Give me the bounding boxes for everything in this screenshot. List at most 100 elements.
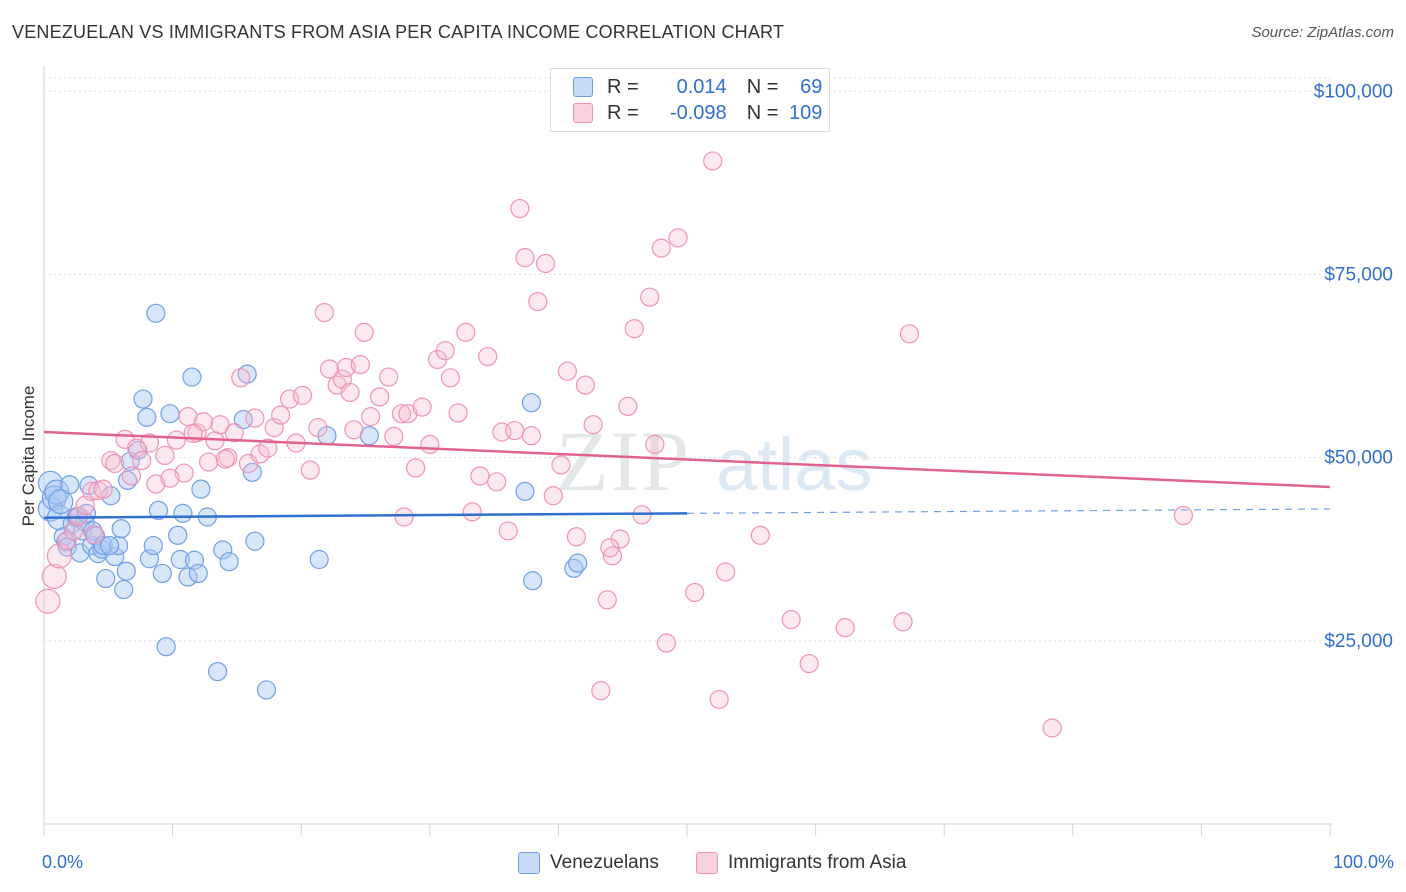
point-immigrants-asia bbox=[487, 472, 507, 492]
point-venezuelans bbox=[152, 563, 172, 584]
point-immigrants-asia bbox=[340, 382, 360, 403]
point-immigrants-asia bbox=[1173, 505, 1193, 526]
point-immigrants-asia bbox=[645, 434, 665, 455]
point-immigrants-asia bbox=[57, 530, 77, 551]
legend-label-immigrants-asia: Immigrants from Asia bbox=[728, 852, 907, 873]
point-venezuelans bbox=[111, 519, 131, 539]
point-immigrants-asia bbox=[651, 238, 671, 258]
point-immigrants-asia bbox=[470, 466, 490, 486]
point-immigrants-asia bbox=[300, 460, 320, 480]
r-value: 0.014 bbox=[676, 75, 727, 98]
point-immigrants-asia bbox=[685, 582, 705, 603]
y-tick-label: $25,000 bbox=[1324, 631, 1393, 652]
point-immigrants-asia bbox=[640, 287, 660, 307]
point-venezuelans bbox=[237, 364, 257, 384]
point-venezuelans bbox=[133, 389, 153, 409]
point-immigrants-asia bbox=[715, 562, 736, 582]
legend-row-immigrants-asia: R = -0.098 N = 109 bbox=[573, 100, 822, 126]
point-immigrants-asia bbox=[394, 507, 414, 527]
point-immigrants-asia bbox=[456, 322, 476, 342]
point-venezuelans bbox=[178, 567, 198, 587]
point-venezuelans bbox=[60, 475, 80, 495]
y-tick-label: $100,000 bbox=[1314, 81, 1393, 102]
point-immigrants-asia bbox=[781, 609, 801, 630]
point-venezuelans bbox=[114, 579, 134, 600]
point-immigrants-asia bbox=[344, 420, 364, 440]
point-immigrants-asia bbox=[224, 423, 244, 443]
point-immigrants-asia bbox=[835, 618, 855, 638]
point-immigrants-asia bbox=[155, 445, 175, 466]
point-venezuelans bbox=[137, 407, 157, 427]
watermark-zip: ZIP bbox=[556, 413, 691, 509]
point-immigrants-asia bbox=[245, 408, 265, 428]
point-venezuelans bbox=[168, 525, 188, 545]
point-venezuelans bbox=[188, 563, 208, 584]
point-immigrants-asia bbox=[354, 322, 374, 342]
point-immigrants-asia bbox=[292, 385, 313, 405]
r-label: R = bbox=[607, 75, 639, 98]
point-immigrants-asia bbox=[575, 375, 596, 395]
legend-swatch-pink bbox=[573, 103, 593, 123]
point-immigrants-asia bbox=[361, 407, 381, 427]
trend-line-immigrants-asia bbox=[43, 430, 1331, 489]
point-venezuelans bbox=[568, 553, 588, 573]
point-immigrants-asia bbox=[174, 463, 194, 483]
point-immigrants-asia bbox=[319, 359, 340, 379]
point-immigrants-asia bbox=[528, 291, 548, 312]
point-venezuelans bbox=[191, 479, 211, 499]
point-venezuelans bbox=[515, 481, 535, 501]
correlation-legend: R = 0.014 N = 69 R = -0.098 N = 109 bbox=[550, 68, 830, 132]
point-venezuelans bbox=[173, 503, 193, 523]
point-venezuelans bbox=[309, 549, 329, 570]
point-venezuelans bbox=[219, 552, 239, 572]
point-immigrants-asia bbox=[63, 521, 84, 541]
point-immigrants-asia bbox=[231, 368, 251, 388]
point-venezuelans bbox=[256, 680, 277, 700]
point-immigrants-asia bbox=[258, 438, 278, 458]
point-immigrants-asia bbox=[799, 653, 819, 674]
legend-label-venezuelans: Venezuelans bbox=[550, 852, 659, 873]
point-immigrants-asia bbox=[618, 396, 638, 416]
point-immigrants-asia bbox=[498, 521, 518, 541]
point-immigrants-asia bbox=[250, 444, 270, 464]
n-label: N = bbox=[746, 101, 779, 124]
point-venezuelans bbox=[105, 546, 125, 567]
point-immigrants-asia bbox=[93, 479, 113, 499]
point-venezuelans bbox=[245, 531, 265, 551]
y-axis-title: Per Capita Income bbox=[19, 385, 38, 527]
point-immigrants-asia bbox=[448, 403, 468, 423]
point-immigrants-asia bbox=[656, 633, 677, 653]
point-immigrants-asia bbox=[132, 450, 152, 471]
y-tick-label: $75,000 bbox=[1324, 264, 1393, 285]
point-immigrants-asia bbox=[139, 433, 160, 453]
r-value: -0.098 bbox=[669, 101, 727, 124]
point-immigrants-asia bbox=[591, 681, 611, 701]
point-immigrants-asia bbox=[126, 438, 147, 458]
point-immigrants-asia bbox=[515, 248, 535, 268]
point-venezuelans bbox=[48, 489, 74, 515]
point-immigrants-asia bbox=[435, 341, 455, 361]
point-venezuelans bbox=[208, 661, 228, 682]
point-venezuelans bbox=[96, 568, 116, 589]
point-venezuelans bbox=[101, 486, 121, 506]
point-immigrants-asia bbox=[84, 524, 104, 545]
point-immigrants-asia bbox=[379, 367, 399, 387]
point-venezuelans bbox=[116, 561, 136, 581]
point-immigrants-asia bbox=[215, 449, 235, 469]
point-venezuelans bbox=[53, 527, 73, 547]
point-immigrants-asia bbox=[314, 302, 334, 323]
point-immigrants-asia bbox=[899, 324, 920, 344]
point-venezuelans bbox=[146, 303, 166, 323]
point-immigrants-asia bbox=[41, 563, 67, 589]
point-immigrants-asia bbox=[551, 455, 571, 475]
point-immigrants-asia bbox=[271, 405, 291, 425]
point-venezuelans bbox=[148, 500, 169, 521]
point-immigrants-asia bbox=[566, 527, 587, 547]
source-label: Source: ZipAtlas.com bbox=[1251, 24, 1394, 41]
legend-swatch-blue bbox=[518, 852, 540, 874]
n-value: 69 bbox=[800, 75, 823, 98]
point-immigrants-asia bbox=[535, 253, 556, 274]
point-immigrants-asia bbox=[1042, 718, 1062, 738]
point-immigrants-asia bbox=[703, 151, 723, 171]
